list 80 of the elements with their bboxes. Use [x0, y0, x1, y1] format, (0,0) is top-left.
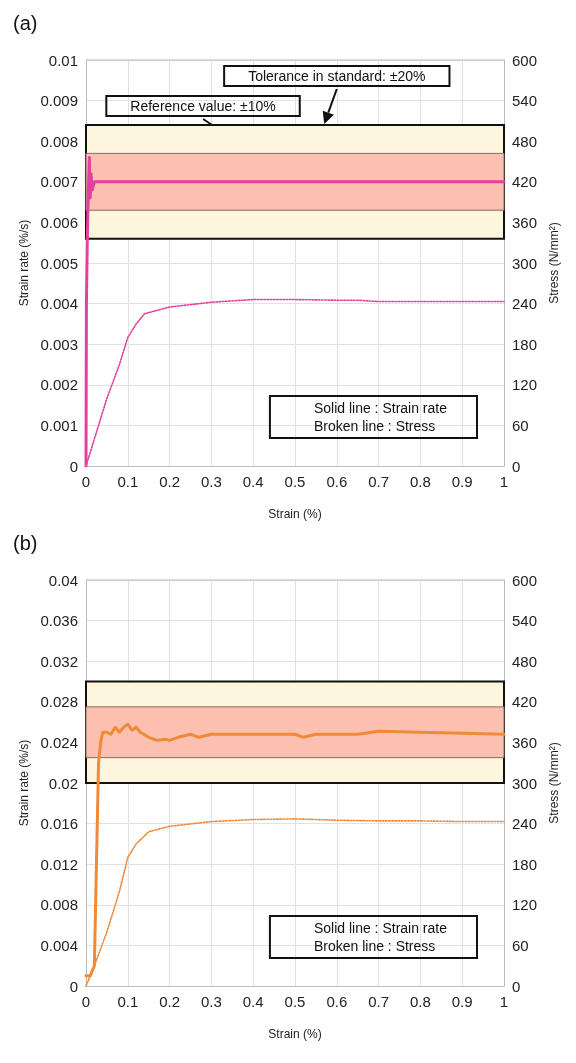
y-tick-label: 0.028 [40, 693, 78, 711]
x-tick-label: 0.1 [117, 993, 139, 1010]
y-tick-label: 0.024 [40, 733, 78, 751]
x-tick-label: 0.4 [242, 473, 264, 490]
band-label: Tolerance in standard: ±20% [248, 68, 426, 84]
x-axis-title: Strain (%) [268, 507, 322, 521]
x-tick-label: 0.9 [451, 993, 473, 1010]
y2-tick-label: 240 [512, 815, 538, 833]
y-tick-label: 0.002 [40, 376, 78, 394]
y-tick-label: 0.01 [48, 51, 78, 69]
x-tick-label: 0.8 [409, 473, 431, 490]
y2-tick-label: 600 [512, 51, 538, 69]
y2-tick-label: 180 [512, 335, 538, 353]
y2-tick-label: 240 [512, 295, 538, 313]
chart-title: (b) [13, 532, 38, 554]
x-tick-label: 0.2 [159, 473, 181, 490]
y-tick-label: 0.004 [40, 295, 78, 313]
y-tick-label: 0.016 [40, 815, 78, 833]
y2-tick-label: 120 [512, 376, 538, 394]
y-tick-label: 0.04 [48, 571, 78, 589]
y-tick-label: 0.036 [40, 612, 78, 630]
y2-tick-label: 300 [512, 774, 538, 792]
y-tick-label: 0.032 [40, 652, 78, 670]
x-tick-label: 0.2 [159, 993, 181, 1010]
y-tick-label: 0.004 [40, 936, 78, 954]
y-axis-title: Strain rate (%/s) [16, 219, 31, 307]
y2-tick-label: 60 [512, 936, 529, 954]
x-tick-label: 0.4 [242, 993, 264, 1010]
y2-axis-title: Stress (N/mm²) [547, 742, 561, 824]
y-tick-label: 0 [69, 977, 78, 995]
annotation: Solid line : Strain rate [313, 400, 448, 416]
y-tick-label: 0.007 [40, 173, 78, 191]
x-tick-label: 0.9 [451, 473, 473, 490]
y-axis-title: Strain rate (%/s) [16, 739, 31, 827]
x-tick-label: 0.8 [409, 993, 431, 1010]
y2-tick-label: 60 [512, 416, 529, 434]
annotation: Solid line : Strain rate [313, 920, 448, 936]
y-tick-label: 0.02 [48, 774, 78, 792]
y2-tick-label: 120 [512, 896, 538, 914]
y2-tick-label: 540 [512, 612, 538, 630]
x-tick-label: 0.3 [200, 473, 222, 490]
y-tick-label: 0.001 [40, 416, 78, 434]
x-tick-label: 0.1 [117, 473, 139, 490]
band-label: Reference value: ±10% [130, 98, 276, 114]
y2-tick-label: 360 [512, 733, 538, 751]
y-tick-label: 0.012 [40, 855, 78, 873]
x-tick-label: 0.7 [368, 993, 390, 1010]
y2-axis-title: Stress (N/mm²) [547, 222, 561, 304]
x-tick-label: 0.3 [200, 993, 222, 1010]
x-tick-label: 0.5 [284, 473, 306, 490]
y-tick-label: 0.003 [40, 335, 78, 353]
y2-tick-label: 300 [512, 254, 538, 272]
x-tick-label: 1 [499, 473, 509, 490]
y-tick-label: 0.008 [40, 132, 78, 150]
annotation: Broken line : Stress [313, 938, 436, 954]
y-tick-label: 0.005 [40, 254, 78, 272]
y-tick-label: 0.006 [40, 213, 78, 231]
y2-tick-label: 480 [512, 132, 538, 150]
y2-tick-label: 180 [512, 855, 538, 873]
y2-tick-label: 420 [512, 173, 538, 191]
x-tick-label: 0.7 [368, 473, 390, 490]
x-tick-label: 0.6 [326, 473, 348, 490]
y2-tick-label: 0 [512, 977, 521, 995]
y2-tick-label: 360 [512, 213, 538, 231]
chart-title: (a) [13, 12, 38, 34]
x-tick-label: 0.6 [326, 993, 348, 1010]
y2-tick-label: 600 [512, 571, 538, 589]
x-tick-label: 0.5 [284, 993, 306, 1010]
y2-tick-label: 540 [512, 92, 538, 110]
y2-tick-label: 480 [512, 652, 538, 670]
y2-tick-label: 0 [512, 457, 521, 475]
x-tick-label: 1 [499, 993, 509, 1010]
y-tick-label: 0.008 [40, 896, 78, 914]
y-tick-label: 0 [69, 457, 78, 475]
y-tick-label: 0.009 [40, 92, 78, 110]
annotation: Broken line : Stress [313, 418, 436, 434]
x-tick-label: 0 [81, 473, 91, 490]
y2-tick-label: 420 [512, 693, 538, 711]
x-axis-title: Strain (%) [268, 1027, 322, 1041]
x-tick-label: 0 [81, 993, 91, 1010]
